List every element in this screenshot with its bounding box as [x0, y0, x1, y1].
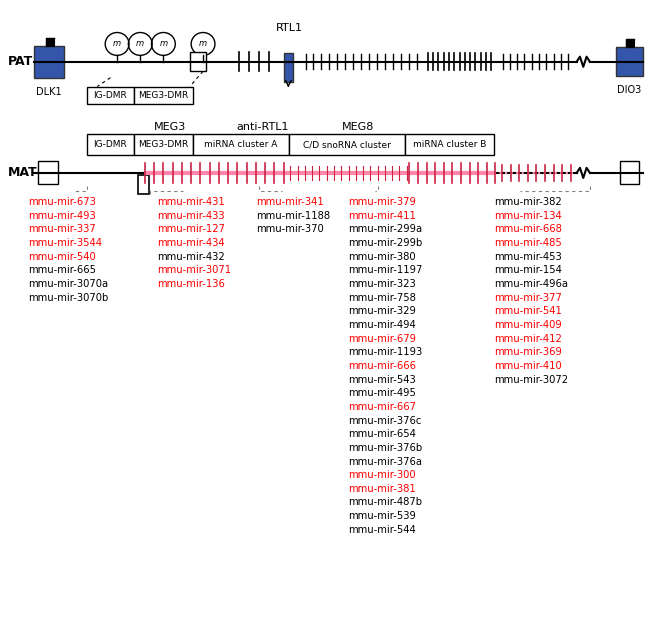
- Bar: [138, 175, 149, 195]
- Text: mmu-mir-654: mmu-mir-654: [349, 429, 416, 439]
- Text: mmu-mir-376b: mmu-mir-376b: [349, 443, 423, 453]
- Text: mmu-mir-369: mmu-mir-369: [494, 347, 562, 357]
- Text: mmu-mir-381: mmu-mir-381: [349, 484, 416, 494]
- Text: m: m: [113, 40, 121, 48]
- Text: miRNA cluster B: miRNA cluster B: [413, 140, 486, 149]
- Text: mmu-mir-667: mmu-mir-667: [349, 402, 416, 412]
- Text: C/D snoRNA cluster: C/D snoRNA cluster: [303, 140, 391, 149]
- Bar: [193, 134, 289, 155]
- Bar: [616, 47, 643, 76]
- Text: PAT: PAT: [8, 56, 33, 68]
- Text: anti-RTL1: anti-RTL1: [236, 122, 289, 131]
- Text: DIO3: DIO3: [618, 85, 641, 94]
- Text: mmu-mir-1197: mmu-mir-1197: [349, 265, 423, 276]
- Text: mmu-mir-329: mmu-mir-329: [349, 306, 416, 316]
- Text: mmu-mir-154: mmu-mir-154: [494, 265, 562, 276]
- Text: mmu-mir-679: mmu-mir-679: [349, 334, 416, 344]
- Text: mmu-mir-1193: mmu-mir-1193: [349, 347, 423, 357]
- Text: mmu-mir-3544: mmu-mir-3544: [28, 238, 102, 248]
- Bar: [133, 87, 193, 104]
- Text: miRNA cluster A: miRNA cluster A: [205, 140, 278, 149]
- Text: mmu-mir-377: mmu-mir-377: [494, 293, 562, 302]
- Text: mmu-mir-493: mmu-mir-493: [28, 211, 96, 221]
- Text: mmu-mir-341: mmu-mir-341: [256, 197, 324, 207]
- Text: mmu-mir-412: mmu-mir-412: [494, 334, 562, 344]
- Bar: [405, 134, 494, 155]
- Text: mmu-mir-376a: mmu-mir-376a: [349, 457, 422, 466]
- Text: mmu-mir-409: mmu-mir-409: [494, 320, 562, 330]
- Text: mmu-mir-299b: mmu-mir-299b: [349, 238, 423, 248]
- Text: mmu-mir-323: mmu-mir-323: [349, 279, 416, 289]
- Text: IG-DMR: IG-DMR: [94, 140, 127, 149]
- Text: mmu-mir-540: mmu-mir-540: [28, 251, 96, 262]
- Text: mmu-mir-410: mmu-mir-410: [494, 361, 562, 371]
- Text: mmu-mir-487b: mmu-mir-487b: [349, 498, 422, 507]
- Text: mmu-mir-453: mmu-mir-453: [494, 251, 562, 262]
- Text: mmu-mir-673: mmu-mir-673: [28, 197, 96, 207]
- Bar: [133, 134, 193, 155]
- Text: mmu-mir-541: mmu-mir-541: [494, 306, 562, 316]
- Text: mmu-mir-668: mmu-mir-668: [494, 225, 562, 234]
- Text: mmu-mir-299a: mmu-mir-299a: [349, 225, 423, 234]
- Text: m: m: [199, 40, 207, 48]
- Text: mmu-mir-380: mmu-mir-380: [349, 251, 416, 262]
- Text: mmu-mir-543: mmu-mir-543: [349, 375, 416, 385]
- Text: mmu-mir-3070b: mmu-mir-3070b: [28, 293, 108, 302]
- Text: mmu-mir-496a: mmu-mir-496a: [494, 279, 568, 289]
- Text: mmu-mir-134: mmu-mir-134: [494, 211, 562, 221]
- Bar: [289, 134, 405, 155]
- Bar: [35, 46, 64, 78]
- Bar: [190, 52, 207, 71]
- Bar: [88, 87, 133, 104]
- Text: mmu-mir-3071: mmu-mir-3071: [157, 265, 231, 276]
- Text: mmu-mir-370: mmu-mir-370: [256, 225, 324, 234]
- Text: mmu-mir-136: mmu-mir-136: [157, 279, 224, 289]
- Text: MAT: MAT: [8, 167, 38, 179]
- Bar: [284, 54, 293, 82]
- Text: mmu-mir-544: mmu-mir-544: [349, 525, 416, 535]
- Text: mmu-mir-379: mmu-mir-379: [349, 197, 416, 207]
- Text: mmu-mir-1188: mmu-mir-1188: [256, 211, 330, 221]
- Bar: [38, 161, 58, 184]
- Text: mmu-mir-495: mmu-mir-495: [349, 389, 416, 398]
- Text: IG-DMR: IG-DMR: [94, 91, 127, 100]
- Text: mmu-mir-665: mmu-mir-665: [28, 265, 96, 276]
- Text: DLK1: DLK1: [36, 87, 62, 97]
- Text: m: m: [159, 40, 167, 48]
- Text: mmu-mir-431: mmu-mir-431: [157, 197, 224, 207]
- Text: mmu-mir-485: mmu-mir-485: [494, 238, 562, 248]
- Text: MEG3-DMR: MEG3-DMR: [138, 140, 189, 149]
- Bar: [46, 38, 54, 46]
- Text: mmu-mir-432: mmu-mir-432: [157, 251, 224, 262]
- Text: mmu-mir-411: mmu-mir-411: [349, 211, 416, 221]
- Bar: [620, 161, 639, 184]
- Text: MEG8: MEG8: [342, 122, 374, 131]
- Text: RTL1: RTL1: [276, 23, 303, 33]
- Text: mmu-mir-758: mmu-mir-758: [349, 293, 416, 302]
- Text: mmu-mir-666: mmu-mir-666: [349, 361, 416, 371]
- Text: MEG3: MEG3: [154, 122, 186, 131]
- Text: m: m: [136, 40, 144, 48]
- Text: mmu-mir-494: mmu-mir-494: [349, 320, 416, 330]
- Text: mmu-mir-376c: mmu-mir-376c: [349, 415, 422, 426]
- Text: mmu-mir-433: mmu-mir-433: [157, 211, 224, 221]
- Text: mmu-mir-539: mmu-mir-539: [349, 511, 416, 521]
- Text: MEG3-DMR: MEG3-DMR: [138, 91, 189, 100]
- Text: mmu-mir-337: mmu-mir-337: [28, 225, 96, 234]
- Text: mmu-mir-127: mmu-mir-127: [157, 225, 225, 234]
- Text: mmu-mir-382: mmu-mir-382: [494, 197, 562, 207]
- Text: mmu-mir-3072: mmu-mir-3072: [494, 375, 568, 385]
- Bar: [625, 39, 633, 47]
- Text: mmu-mir-434: mmu-mir-434: [157, 238, 224, 248]
- Bar: [88, 134, 133, 155]
- Text: mmu-mir-300: mmu-mir-300: [349, 470, 416, 480]
- Text: mmu-mir-3070a: mmu-mir-3070a: [28, 279, 108, 289]
